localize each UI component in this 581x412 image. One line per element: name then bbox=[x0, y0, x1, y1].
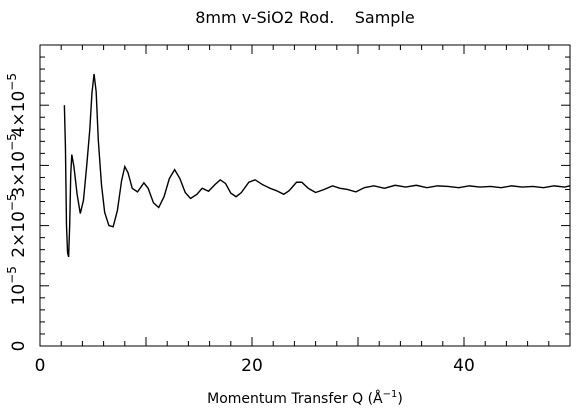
x-tick-label: 20 bbox=[241, 356, 263, 376]
y-tick-label: 2×10−5 bbox=[5, 193, 29, 257]
y-tick-label-base: 3×10 bbox=[9, 151, 29, 198]
plot-frame bbox=[39, 44, 571, 347]
x-tick-labels: 0 20 40 bbox=[35, 356, 475, 376]
x-tick-label: 0 bbox=[35, 356, 46, 376]
y-tick-label-base: 4×10 bbox=[9, 91, 29, 138]
x-tick-label: 40 bbox=[453, 356, 475, 376]
x-axis-label-close: ) bbox=[397, 391, 402, 407]
y-tick-label-base: 10 bbox=[9, 284, 29, 306]
y-tick-labels: 010−52×10−53×10−54×10−5 bbox=[5, 73, 29, 351]
y-tick-label: 4×10−5 bbox=[5, 73, 29, 137]
x-axis-label-sup: −1 bbox=[383, 389, 398, 400]
y-tick-label-exp: −5 bbox=[5, 193, 19, 211]
y-tick-label-exp: −5 bbox=[5, 266, 19, 284]
series-line bbox=[63, 73, 571, 258]
chart-title: 8mm v-SiO2 Rod. Sample bbox=[195, 8, 414, 27]
x-axis-label: Momentum Transfer Q (Å−1) bbox=[207, 389, 403, 407]
y-tick-label-exp: −5 bbox=[5, 73, 19, 91]
axis-ticks bbox=[39, 44, 571, 347]
x-axis-label-main: Momentum Transfer Q (Å bbox=[207, 390, 383, 407]
y-tick-label-base: 0 bbox=[9, 341, 29, 352]
y-tick-label: 3×10−5 bbox=[5, 133, 29, 197]
y-tick-label-base: 2×10 bbox=[9, 211, 29, 258]
y-tick-label: 0 bbox=[9, 341, 29, 352]
y-tick-label: 10−5 bbox=[5, 266, 29, 305]
y-tick-label-exp: −5 bbox=[5, 133, 19, 151]
